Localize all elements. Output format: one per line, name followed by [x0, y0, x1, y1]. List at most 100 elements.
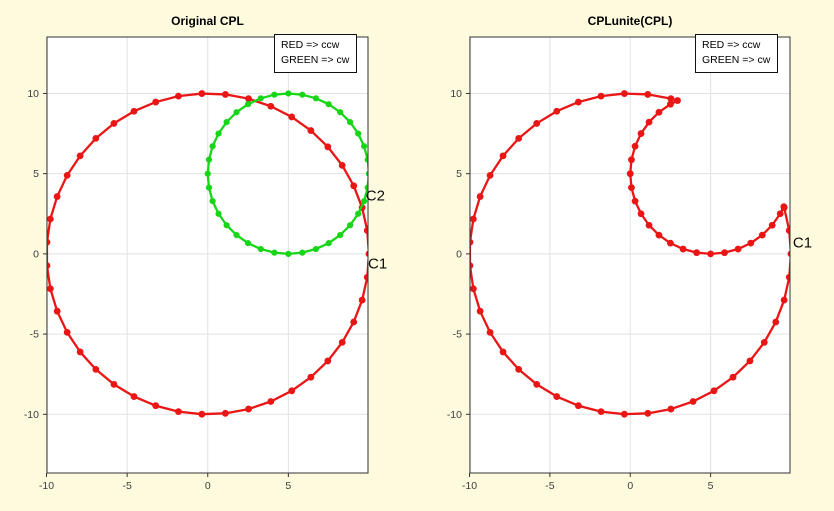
curve-marker [205, 184, 213, 191]
curve-marker [710, 387, 718, 395]
plot-title-original-cpl: Original CPL [171, 14, 244, 28]
curve-marker [574, 402, 582, 410]
curve-marker [364, 156, 368, 163]
legend-line-green: GREEN => cw [281, 54, 350, 66]
curve-marker [515, 365, 523, 373]
curve-marker [338, 161, 346, 169]
y-tick-label: -5 [453, 329, 462, 341]
x-tick-label: -5 [122, 480, 131, 492]
curve-marker [350, 182, 358, 190]
curve-marker [470, 285, 477, 293]
curve-marker [223, 119, 230, 126]
y-tick-label: 5 [33, 168, 39, 180]
curve-marker [337, 109, 344, 116]
x-tick-label: -5 [545, 480, 554, 492]
curve-marker [245, 405, 252, 413]
curve-marker [358, 296, 366, 304]
y-tick-label: -5 [30, 329, 39, 341]
curve-marker [324, 357, 332, 365]
curve-marker [221, 409, 229, 417]
curve-marker [470, 262, 474, 269]
curve-marker [365, 170, 368, 177]
curve-marker [499, 152, 507, 160]
curve-marker [637, 210, 645, 218]
curve-marker [245, 95, 252, 103]
y-tick-label: -10 [447, 409, 462, 421]
curve-marker [597, 92, 605, 100]
legend-line-red: RED => ccw [281, 39, 340, 51]
curve-marker [152, 402, 160, 410]
curve-marker [364, 184, 368, 191]
curve-marker [667, 405, 675, 413]
curve-marker [776, 210, 784, 218]
curve-marker [355, 130, 362, 137]
curve-marker [628, 184, 635, 192]
curve-marker [747, 239, 755, 247]
curve-marker [47, 262, 51, 269]
curve-marker [288, 113, 296, 121]
curve-marker [486, 171, 494, 179]
curves-group [470, 90, 790, 418]
curve-marker [758, 231, 766, 239]
curve-marker [347, 119, 354, 126]
legend-box-cplunite: RED => ccw GREEN => cw [695, 34, 779, 73]
curve-marker [110, 380, 118, 388]
x-tick-label: -10 [39, 480, 54, 492]
curve-label-c2: C2 [365, 187, 385, 205]
x-tick-label: 5 [285, 480, 291, 492]
curve-marker [644, 91, 652, 98]
curve-marker [553, 393, 561, 400]
curve-marker [780, 203, 788, 211]
curve-marker [361, 198, 368, 205]
curve-marker [267, 398, 275, 405]
curve-marker [707, 250, 714, 258]
curve-marker [257, 95, 264, 102]
curve-marker [628, 156, 635, 164]
curve-marker [221, 91, 229, 98]
curve-marker [645, 118, 653, 126]
curve-marker [574, 98, 582, 106]
curve-marker [338, 338, 346, 346]
curves-group [47, 90, 368, 418]
curve-marker [644, 409, 652, 417]
curve-marker [760, 338, 768, 346]
curve-marker [215, 130, 222, 137]
curve-marker [204, 170, 211, 177]
curve-marker [785, 273, 790, 281]
curve-marker [198, 90, 206, 97]
curve-marker [244, 240, 252, 247]
curve-marker [63, 171, 71, 179]
x-tick-label: 0 [205, 480, 211, 492]
curve-marker [257, 245, 264, 253]
curve-marker [285, 90, 292, 97]
curve-marker [312, 245, 320, 253]
legend-line-red: RED => ccw [702, 39, 761, 51]
curve-marker [476, 307, 484, 315]
curve-marker [361, 143, 368, 150]
curve-marker [533, 380, 541, 388]
curve-marker [175, 408, 182, 416]
curve-marker [533, 120, 541, 127]
curve-marker [350, 318, 358, 326]
curve-marker [271, 249, 278, 256]
curve-label-c1: C1 [368, 255, 388, 273]
curve-marker [645, 221, 653, 229]
curve-marker [130, 393, 138, 400]
curve-marker [637, 130, 645, 137]
curve-marker [620, 90, 628, 97]
curve-marker [729, 373, 737, 381]
curve-marker [110, 120, 118, 127]
curve-marker [76, 152, 84, 160]
curve-marker [363, 273, 368, 281]
curve-marker [476, 193, 484, 200]
curve-marker [693, 249, 701, 257]
curve-marker [198, 410, 206, 418]
x-tick-label: -10 [462, 480, 477, 492]
curve-marker [347, 222, 354, 229]
curve-marker [337, 232, 344, 239]
curve-marker [53, 307, 61, 315]
y-tick-label: 10 [450, 88, 462, 100]
curve-marker [499, 348, 507, 356]
